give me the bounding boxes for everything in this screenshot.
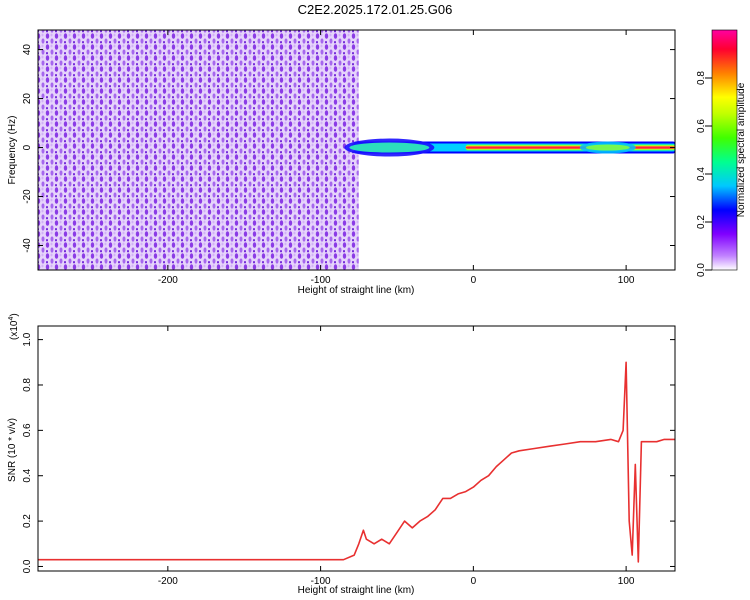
signal-band-core	[465, 146, 675, 149]
snr-xtick-label: 0	[471, 576, 477, 587]
snr-panel: -200 -100 0 100 0.0 0.2 0.4 0.6 0.8 1.0 Height of…	[7, 313, 676, 596]
spectrogram-ytick-label: 40	[22, 44, 33, 56]
spectrogram-xtick-label: 0	[471, 275, 477, 286]
spectrogram-ylabel: Frequency (Hz)	[7, 116, 18, 185]
colorbar-tick-label: 0.4	[696, 167, 707, 181]
colorbar-tick-label: 0.0	[696, 263, 707, 277]
chart-title: C2E2.2025.172.01.25.G06	[297, 2, 453, 17]
spectrogram-ytick-label: 0	[22, 144, 33, 150]
snr-ytick-label: 0.8	[22, 378, 33, 392]
spectrogram-xtick-label: -100	[311, 275, 331, 286]
snr-ylabel: SNR (10 * v/v)	[7, 418, 18, 482]
colorbar-gradient	[711, 29, 738, 271]
snr-ytick-label: 0.6	[22, 423, 33, 437]
snr-xtick-label: -100	[311, 576, 331, 587]
snr-ytick-label: 0.4	[22, 468, 33, 482]
spectrogram-frame	[37, 29, 676, 271]
colorbar-tick-label: 0.8	[696, 71, 707, 85]
snr-scale-label: (x104)	[8, 313, 20, 340]
snr-xtick-label: -200	[158, 576, 178, 587]
snr-ytick-label: 0.2	[22, 514, 33, 528]
spectrogram-xtick-label: -200	[158, 275, 178, 286]
signal-blob-right-inner	[585, 144, 630, 151]
spectrogram-ytick-label: 20	[22, 93, 33, 105]
snr-ytick-label: 0.0	[22, 559, 33, 573]
snr-xlabel: Height of straight line (km)	[298, 585, 415, 596]
snr-frame	[37, 325, 676, 572]
snr-xtick-label: 100	[618, 576, 635, 587]
snr-series-line	[38, 361, 675, 563]
spectrogram-xlabel: Height of straight line (km)	[298, 285, 415, 296]
spectrogram-ytick-label: -20	[22, 189, 33, 204]
noise-region	[38, 30, 359, 270]
colorbar-label: Normalized spectral amplitude	[736, 82, 747, 217]
snr-ytick-label: 1.0	[22, 332, 33, 346]
snr-background	[38, 326, 675, 571]
colorbar-tick-label: 0.2	[696, 215, 707, 229]
colorbar: 0.0 0.2 0.4 0.6 0.8 Normalized spectral ampl…	[696, 29, 747, 277]
signal-blob-left-inner	[349, 142, 430, 153]
spectrogram-ytick-label: -40	[22, 238, 33, 253]
colorbar-tick-label: 0.6	[696, 119, 707, 133]
spectrogram-xtick-label: 100	[618, 275, 635, 286]
